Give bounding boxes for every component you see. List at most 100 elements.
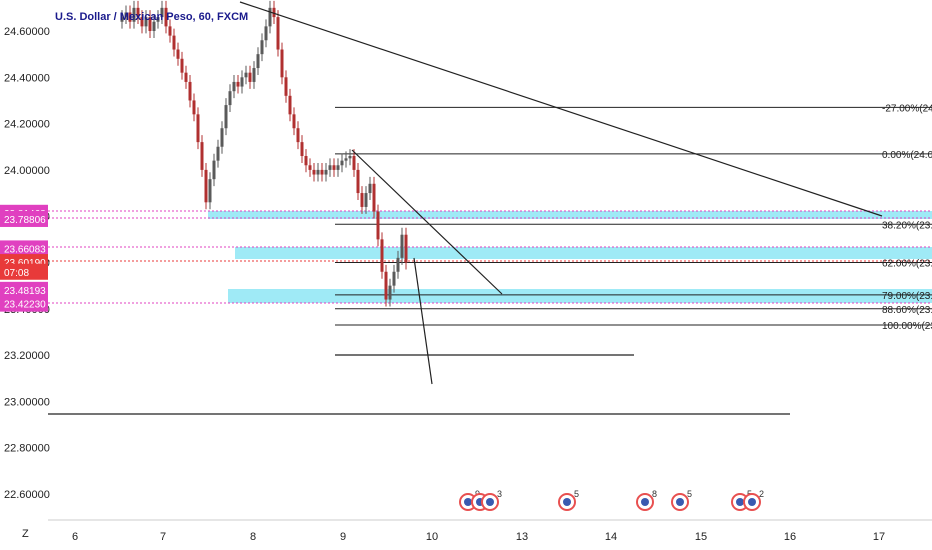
candle-body	[148, 17, 152, 31]
candle-body	[256, 54, 260, 69]
candle	[136, 0, 140, 25]
candle-body	[300, 142, 304, 157]
y-tag-label: 23.42230	[4, 300, 46, 311]
event-marker[interactable]: 5	[671, 489, 692, 511]
y-axis[interactable]: 24.6000024.4000024.2000024.0000023.80000…	[4, 26, 50, 501]
candle	[152, 14, 156, 38]
plot-area[interactable]	[48, 0, 932, 520]
candle-body	[328, 165, 332, 170]
candle	[264, 19, 268, 48]
candle-body	[396, 257, 400, 272]
candle	[172, 28, 176, 57]
y-axis-price-tags: 23.8146823.7880623.6608323.6070323.60190…	[0, 204, 48, 312]
fibonacci-retracement[interactable]: -27.00%(24.2 0.00%(24.069 38.20%(23.76 62.0…	[335, 103, 932, 332]
economic-events[interactable]: 9358552	[459, 489, 764, 511]
projection-line-1	[413, 257, 433, 385]
zone-3	[228, 289, 932, 303]
candle	[288, 88, 292, 122]
candle-body	[348, 156, 352, 159]
candle	[176, 42, 180, 66]
candle	[344, 151, 348, 168]
y-tag: 07:08	[0, 263, 48, 280]
candle	[192, 93, 196, 122]
candle	[268, 0, 272, 34]
candle-body	[284, 77, 288, 96]
candle	[372, 176, 376, 219]
candle-body	[376, 211, 380, 240]
candle	[244, 65, 248, 85]
candle	[316, 162, 320, 182]
candle	[236, 74, 240, 94]
candle-body	[136, 7, 140, 18]
y-tag-bg	[0, 263, 48, 280]
candle-body	[288, 95, 292, 115]
candle-body	[208, 179, 212, 203]
y-tick-label: 22.80000	[4, 443, 50, 455]
candle	[284, 70, 288, 103]
candle	[360, 186, 364, 214]
candle	[308, 158, 312, 177]
candle	[348, 149, 352, 166]
fib-level-label: 62.00%(23.60	[882, 259, 932, 270]
candle-body	[132, 7, 136, 22]
candle-body	[164, 7, 168, 27]
flag-icon-center	[464, 498, 472, 506]
fib-level-label: 38.20%(23.76	[882, 220, 932, 231]
event-marker[interactable]: 8	[636, 489, 657, 511]
axis-corner-label[interactable]: Z	[22, 528, 29, 540]
x-tick-label: 14	[605, 531, 617, 543]
candle	[120, 10, 124, 29]
candle	[340, 153, 344, 173]
candle	[300, 135, 304, 163]
fib-level-label: 0.00%(24.069	[882, 150, 932, 161]
candle	[400, 227, 404, 265]
y-tag-label: 23.78806	[4, 215, 46, 226]
y-tag-bg	[0, 240, 48, 257]
fib-level-label: 79.00%(23.46	[882, 291, 932, 302]
event-marker[interactable]: 2	[743, 489, 764, 511]
candle-body	[212, 160, 216, 180]
candle-body	[184, 72, 188, 82]
candle	[276, 10, 280, 57]
event-marker[interactable]: 5	[558, 489, 579, 511]
candle	[144, 10, 148, 34]
fib-level-label: 88.60%(23.4	[882, 305, 932, 316]
y-tag-bg	[0, 210, 48, 227]
x-axis[interactable]: 6 7 8 9 10 13 14 15 16 17	[72, 531, 885, 543]
candle	[324, 162, 328, 182]
candle	[328, 158, 332, 177]
candle	[392, 264, 396, 293]
candle	[196, 107, 200, 150]
candle-body	[248, 72, 252, 82]
candle-body	[380, 239, 384, 272]
y-tag: 23.42230	[0, 295, 48, 312]
y-tick-label: 24.00000	[4, 165, 50, 177]
flag-icon-center	[486, 498, 494, 506]
candle	[368, 176, 372, 200]
trend-lines[interactable]	[48, 1, 883, 415]
candle-body	[140, 17, 144, 27]
candle	[280, 42, 284, 85]
y-tag-label: 23.60190	[4, 258, 46, 269]
candle-body	[352, 156, 356, 170]
y-tag-label: 07:08	[4, 268, 29, 279]
candle	[248, 65, 252, 89]
candle-body	[216, 146, 220, 161]
candle-body	[228, 91, 232, 106]
candle	[232, 74, 236, 99]
chart-title: U.S. Dollar / Mexican Peso, 60, FXCM	[55, 11, 248, 23]
candle-body	[392, 271, 396, 286]
candle-body	[332, 165, 336, 170]
y-tag-bg	[0, 281, 48, 298]
y-tag-label: 23.48193	[4, 286, 46, 297]
candle	[332, 158, 336, 177]
y-tick-label: 24.40000	[4, 72, 50, 84]
event-marker[interactable]: 3	[481, 489, 502, 511]
event-count: 2	[759, 489, 764, 499]
candle	[200, 135, 204, 177]
fib-level-label: 100.00%(23.3	[882, 321, 932, 332]
x-tick-label: 10	[426, 531, 438, 543]
candle-body	[252, 68, 256, 82]
candle	[164, 0, 168, 34]
